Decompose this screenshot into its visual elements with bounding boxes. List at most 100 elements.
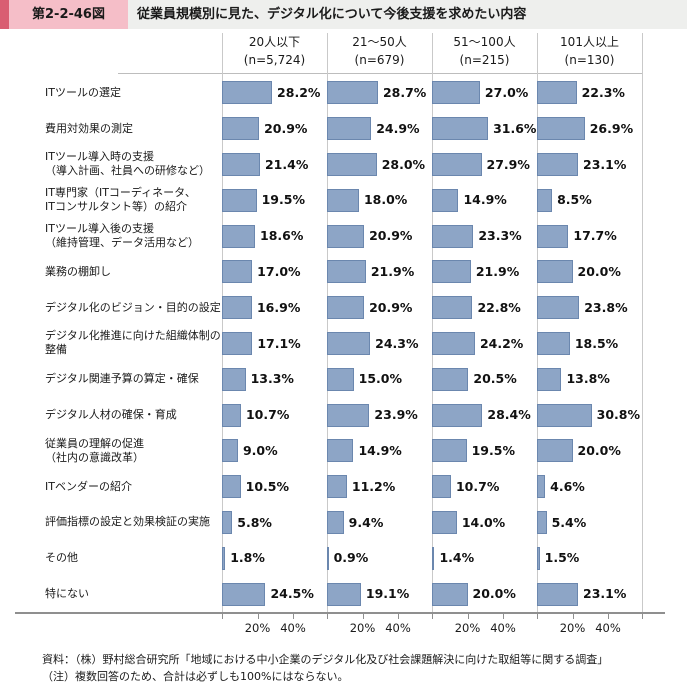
sample-size-label: (n=679) xyxy=(354,53,405,67)
group-label: 20人以下 xyxy=(248,35,301,49)
category-label-line: 特にない xyxy=(45,587,89,601)
bar xyxy=(432,153,482,176)
axis-tick xyxy=(432,614,433,619)
category-label-line: ITツールの選定 xyxy=(45,85,121,99)
x-tick-label: 20% xyxy=(454,621,481,635)
axis-tick xyxy=(327,614,328,619)
bar xyxy=(432,188,459,212)
value-label: 24.2% xyxy=(479,335,524,351)
bar xyxy=(327,153,377,176)
value-label: 28.2% xyxy=(277,84,321,100)
category-label-line: （社内の意識改革） xyxy=(45,450,144,464)
figure-title: 従業員規模別に見た、デジタル化について今後支援を求めたい内容 xyxy=(137,7,527,22)
value-label: 5.4% xyxy=(551,514,587,530)
category-label: ITツール導入後の支援 （維持管理、データ活用など） xyxy=(45,218,221,254)
value-label: 27.0% xyxy=(484,84,529,100)
sample-size-label: (n=215) xyxy=(459,53,510,67)
bar xyxy=(327,296,365,320)
value-label: 17.1% xyxy=(257,335,301,351)
category-label: その他 xyxy=(45,540,221,576)
value-label: 18.6% xyxy=(260,228,304,244)
bar xyxy=(327,582,361,606)
bar xyxy=(327,367,354,391)
bar xyxy=(537,367,562,391)
value-label: 22.8% xyxy=(477,299,521,315)
value-label: 5.8% xyxy=(237,514,272,530)
bar xyxy=(222,332,253,355)
axis-tick xyxy=(608,614,609,619)
bar xyxy=(537,332,570,355)
bar xyxy=(327,81,378,105)
figure-footer: 資料：（株）野村総合研究所「地域における中小企業のデジタル化及び社会課題解決に向… xyxy=(42,652,608,685)
category-label: ITツール導入時の支援 （導入計画、社員への研修など） xyxy=(45,147,221,183)
value-label: 14.9% xyxy=(358,442,402,458)
value-label: 23.8% xyxy=(584,299,628,315)
category-label: デジタル関連予算の算定・確保 xyxy=(45,361,221,397)
category-label-line: 評価指標の設定と効果検証の実施 xyxy=(45,515,210,529)
bar xyxy=(537,546,540,570)
value-label: 20.9% xyxy=(369,228,413,244)
bar xyxy=(222,153,260,176)
value-label: 9.4% xyxy=(348,514,384,530)
bar xyxy=(432,475,451,499)
category-label-line: 業務の棚卸し xyxy=(45,264,111,278)
x-tick-label: 20% xyxy=(244,621,271,635)
value-label: 18.0% xyxy=(363,192,408,208)
value-label: 13.8% xyxy=(566,371,610,387)
bar xyxy=(222,403,241,427)
bar xyxy=(432,367,469,391)
value-label: 20.9% xyxy=(369,299,413,315)
sample-size-label: (n=130) xyxy=(564,53,615,67)
value-label: 18.5% xyxy=(574,335,619,351)
group-label: 51～100人 xyxy=(453,35,516,49)
value-label: 10.7% xyxy=(245,407,290,423)
x-axis-line xyxy=(15,612,665,614)
axis-tick xyxy=(362,614,364,619)
value-label: 20.0% xyxy=(472,586,516,602)
figure-number-label: 第2-2-46図 xyxy=(9,0,128,29)
category-label-line: ITコンサルタント等）の紹介 xyxy=(45,200,187,214)
value-label: 19.1% xyxy=(365,586,410,602)
value-label: 1.5% xyxy=(544,550,580,566)
value-label: 31.6% xyxy=(493,120,537,136)
value-label: 10.7% xyxy=(455,478,500,494)
bar xyxy=(537,296,580,320)
value-label: 23.3% xyxy=(478,228,522,244)
bar xyxy=(537,117,585,141)
bar xyxy=(222,81,273,105)
axis-tick xyxy=(572,614,574,619)
axis-tick xyxy=(257,614,259,619)
column-header: 21～50人 (n=679) xyxy=(328,33,431,69)
value-label: 16.9% xyxy=(256,299,301,315)
bar xyxy=(222,188,257,212)
value-label: 10.5% xyxy=(245,478,289,494)
column-header: 20人以下 (n=5,724) xyxy=(223,33,326,69)
bar xyxy=(537,188,553,212)
category-label: IT専門家（ITコーディネータ、 ITコンサルタント等）の紹介 xyxy=(45,182,221,218)
value-label: 0.9% xyxy=(333,550,369,566)
value-label: 20.5% xyxy=(473,371,517,387)
bar xyxy=(327,511,344,534)
axis-tick xyxy=(537,614,538,619)
bar xyxy=(432,81,480,105)
bar xyxy=(432,511,457,534)
value-label: 24.5% xyxy=(270,586,314,602)
value-label: 19.5% xyxy=(471,442,515,458)
value-label: 1.8% xyxy=(230,550,265,566)
category-label-line: IT専門家（ITコーディネータ、 xyxy=(45,186,196,200)
bar xyxy=(432,546,435,570)
bar xyxy=(432,117,489,141)
value-label: 28.7% xyxy=(382,84,427,100)
group-label: 21～50人 xyxy=(352,35,407,49)
bar xyxy=(222,117,260,141)
value-label: 23.1% xyxy=(583,586,627,602)
category-label: 費用対効果の測定 xyxy=(45,111,221,147)
bar xyxy=(327,117,372,141)
column-header: 51～100人 (n=215) xyxy=(433,33,536,69)
value-label: 28.0% xyxy=(381,156,426,172)
bar xyxy=(327,332,371,355)
bar xyxy=(537,439,573,463)
value-label: 17.7% xyxy=(573,228,617,244)
value-label: 14.0% xyxy=(461,514,506,530)
